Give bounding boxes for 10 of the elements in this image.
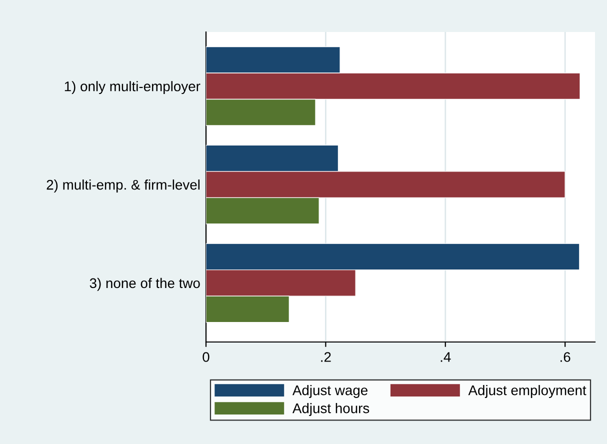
x-tick-label: .6 xyxy=(560,352,570,362)
x-tick-label: .4 xyxy=(440,352,451,362)
x-tick-label: .2 xyxy=(321,352,331,362)
x-tick-label: 0 xyxy=(202,352,210,362)
legend-label: Adjust hours xyxy=(292,403,370,416)
y-tick-label: 3) none of the two xyxy=(90,278,200,291)
legend-label: Adjust wage xyxy=(292,385,368,398)
y-tick-label: 2) multi-emp. & firm-level xyxy=(46,180,200,192)
legend-label: Adjust employment xyxy=(468,385,586,398)
y-tick-label: 1) only multi-employer xyxy=(64,81,200,94)
